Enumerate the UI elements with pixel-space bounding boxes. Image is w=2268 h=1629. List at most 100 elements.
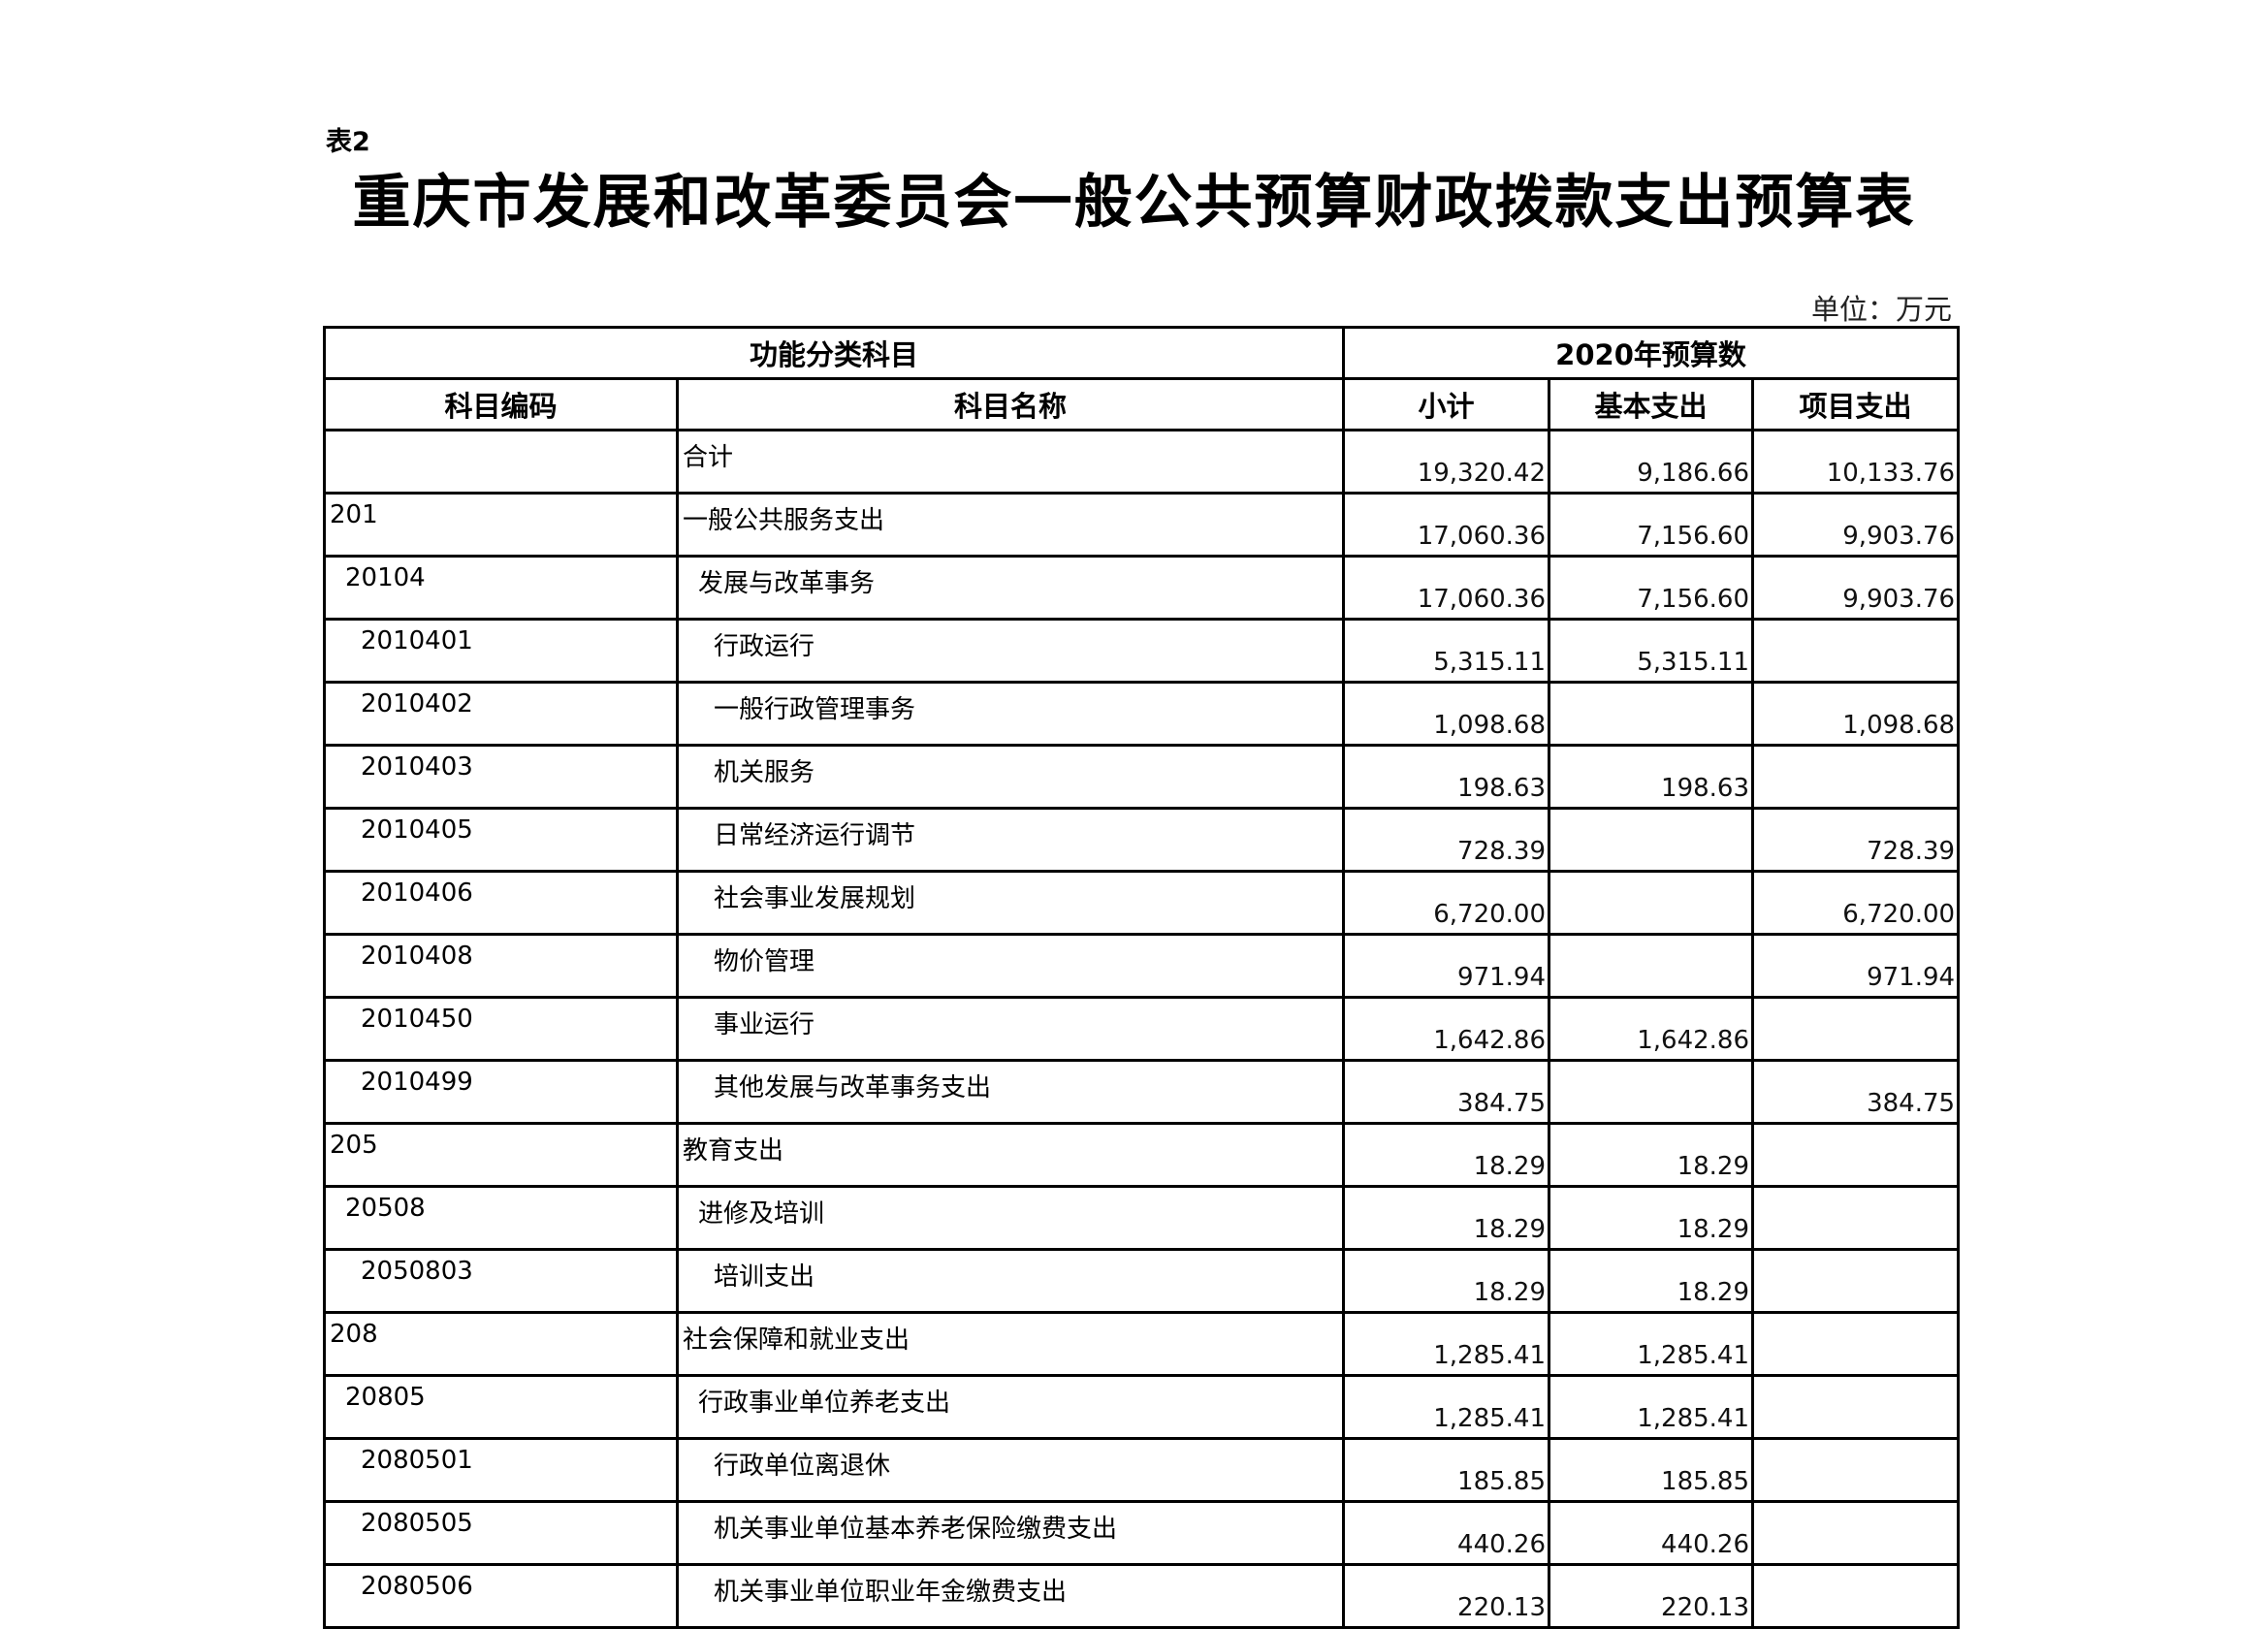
row-name: 一般行政管理事务	[675, 681, 1346, 747]
row-code: 2080505	[323, 1500, 679, 1566]
row-subtotal: 728.39	[1342, 807, 1551, 873]
row-basic: 1,642.86	[1548, 996, 1755, 1062]
row-code: 2010403	[323, 744, 679, 810]
header-basic: 基本支出	[1548, 377, 1755, 431]
row-basic: 5,315.11	[1548, 618, 1755, 684]
row-basic: 1,285.41	[1548, 1311, 1755, 1377]
unit-label: 单位：万元	[1810, 293, 1952, 326]
row-name: 日常经济运行调节	[675, 807, 1346, 873]
row-name: 事业运行	[675, 996, 1346, 1062]
row-project: 10,133.76	[1751, 429, 1961, 495]
row-project	[1751, 744, 1961, 810]
row-subtotal: 198.63	[1342, 744, 1551, 810]
row-subtotal: 1,285.41	[1342, 1311, 1551, 1377]
row-code: 2010408	[323, 933, 679, 999]
table-row: 2010401 行政运行 5,315.11 5,315.11	[323, 618, 1961, 684]
row-subtotal: 185.85	[1342, 1437, 1551, 1503]
row-subtotal: 440.26	[1342, 1500, 1551, 1566]
table-row: 2080501 行政单位离退休 185.85 185.85	[323, 1437, 1961, 1503]
row-code: 2010450	[323, 996, 679, 1062]
row-subtotal: 18.29	[1342, 1185, 1551, 1251]
row-basic	[1548, 870, 1755, 936]
table-row: 20508 进修及培训 18.29 18.29	[323, 1185, 1961, 1251]
table-row: 2010403 机关服务 198.63 198.63	[323, 744, 1961, 810]
header-subtotal: 小计	[1342, 377, 1551, 431]
table-row: 20805 行政事业单位养老支出 1,285.41 1,285.41	[323, 1374, 1961, 1440]
row-subtotal: 18.29	[1342, 1122, 1551, 1188]
budget-table: 功能分类科目 2020年预算数 科目编码 科目名称 小计 基本支出 项目支出 合…	[322, 326, 1961, 1629]
row-project: 971.94	[1751, 933, 1961, 999]
table-row: 2010402 一般行政管理事务 1,098.68 1,098.68	[323, 681, 1961, 747]
row-basic	[1548, 933, 1755, 999]
row-name: 进修及培训	[675, 1185, 1346, 1251]
row-basic: 18.29	[1548, 1248, 1755, 1314]
table-row: 2010405 日常经济运行调节 728.39 728.39	[323, 807, 1961, 873]
row-name: 一般公共服务支出	[675, 492, 1346, 558]
row-name: 物价管理	[675, 933, 1346, 999]
row-name: 发展与改革事务	[675, 555, 1346, 621]
table-row: 2080505 机关事业单位基本养老保险缴费支出 440.26 440.26	[323, 1500, 1961, 1566]
row-project	[1751, 1437, 1961, 1503]
row-subtotal: 1,642.86	[1342, 996, 1551, 1062]
table-row: 2010499 其他发展与改革事务支出 384.75 384.75	[323, 1059, 1961, 1125]
header-code: 科目编码	[323, 377, 679, 431]
row-subtotal: 384.75	[1342, 1059, 1551, 1125]
row-name: 培训支出	[675, 1248, 1346, 1314]
row-project	[1751, 1563, 1961, 1629]
table-row: 205 教育支出 18.29 18.29	[323, 1122, 1961, 1188]
row-subtotal: 1,098.68	[1342, 681, 1551, 747]
row-project	[1751, 1374, 1961, 1440]
row-name: 行政单位离退休	[675, 1437, 1346, 1503]
header-name: 科目名称	[675, 377, 1346, 431]
row-code: 2050803	[323, 1248, 679, 1314]
row-project	[1751, 1500, 1961, 1566]
table-row: 合计 19,320.42 9,186.66 10,133.76	[323, 429, 1961, 495]
row-code: 2010406	[323, 870, 679, 936]
row-name: 机关事业单位职业年金缴费支出	[675, 1563, 1346, 1629]
table-row: 2080506 机关事业单位职业年金缴费支出 220.13 220.13	[323, 1563, 1961, 1629]
row-subtotal: 5,315.11	[1342, 618, 1551, 684]
row-subtotal: 18.29	[1342, 1248, 1551, 1314]
row-name: 教育支出	[675, 1122, 1346, 1188]
row-name: 合计	[675, 429, 1346, 495]
row-name: 其他发展与改革事务支出	[675, 1059, 1346, 1125]
row-name: 行政事业单位养老支出	[675, 1374, 1346, 1440]
row-project	[1751, 996, 1961, 1062]
table-row: 20104 发展与改革事务 17,060.36 7,156.60 9,903.76	[323, 555, 1961, 621]
table-label: 表2	[326, 127, 370, 157]
header-budget-2020: 2020年预算数	[1342, 326, 1961, 380]
row-code: 2010405	[323, 807, 679, 873]
row-basic: 220.13	[1548, 1563, 1755, 1629]
table-row: 201 一般公共服务支出 17,060.36 7,156.60 9,903.76	[323, 492, 1961, 558]
row-project: 728.39	[1751, 807, 1961, 873]
row-basic: 9,186.66	[1548, 429, 1755, 495]
row-basic: 7,156.60	[1548, 555, 1755, 621]
row-subtotal: 971.94	[1342, 933, 1551, 999]
table-row: 2010450 事业运行 1,642.86 1,642.86	[323, 996, 1961, 1062]
table-row: 2050803 培训支出 18.29 18.29	[323, 1248, 1961, 1314]
row-basic: 185.85	[1548, 1437, 1755, 1503]
header-function-category: 功能分类科目	[322, 326, 1346, 380]
row-basic: 1,285.41	[1548, 1374, 1755, 1440]
row-code: 2010402	[323, 681, 679, 747]
row-basic: 198.63	[1548, 744, 1755, 810]
row-project: 1,098.68	[1751, 681, 1961, 747]
row-code: 208	[323, 1311, 679, 1377]
row-subtotal: 17,060.36	[1342, 555, 1551, 621]
row-name: 机关事业单位基本养老保险缴费支出	[675, 1500, 1346, 1566]
row-code: 2010401	[323, 618, 679, 684]
row-code: 20104	[323, 555, 679, 621]
row-name: 行政运行	[675, 618, 1346, 684]
row-project	[1751, 1248, 1961, 1314]
row-project	[1751, 1122, 1961, 1188]
row-project	[1751, 1185, 1961, 1251]
row-basic: 18.29	[1548, 1185, 1755, 1251]
table-row: 2010408 物价管理 971.94 971.94	[323, 933, 1961, 999]
header-project: 项目支出	[1751, 377, 1961, 431]
row-subtotal: 19,320.42	[1342, 429, 1551, 495]
row-code: 2080506	[323, 1563, 679, 1629]
page-title: 重庆市发展和改革委员会一般公共预算财政拨款支出预算表	[352, 169, 1916, 237]
row-name: 社会保障和就业支出	[675, 1311, 1346, 1377]
row-project	[1751, 1311, 1961, 1377]
row-project: 6,720.00	[1751, 870, 1961, 936]
